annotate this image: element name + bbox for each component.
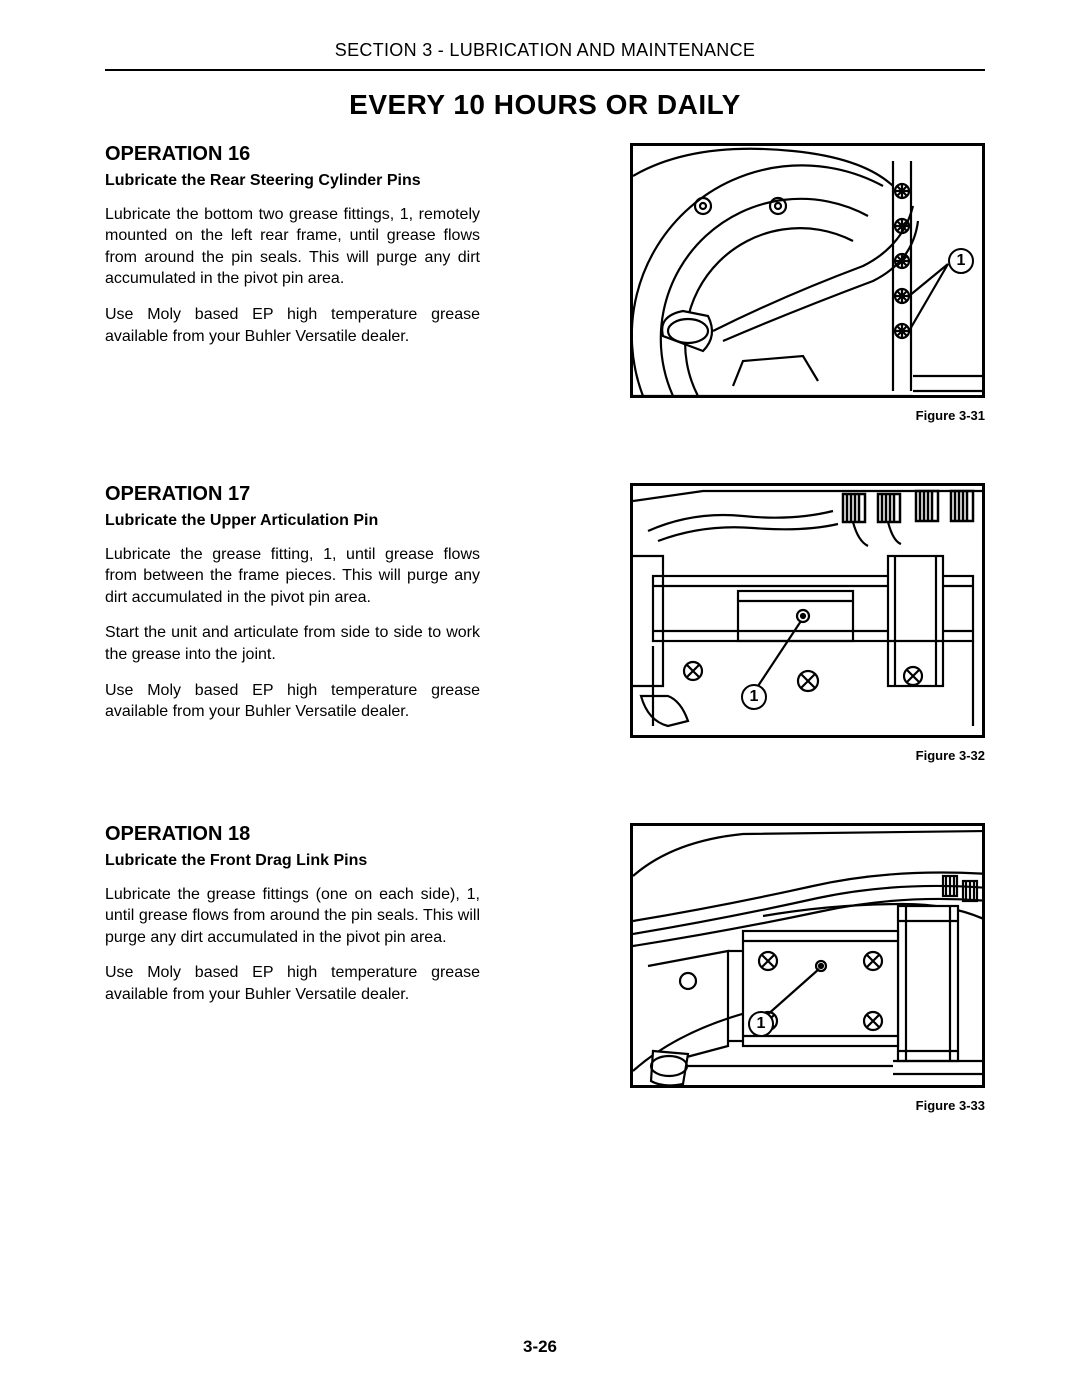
paragraph: Use Moly based EP high temperature greas…: [105, 304, 480, 347]
figure-3-33: 1: [630, 823, 985, 1088]
paragraph: Lubricate the grease fittings (one on ea…: [105, 884, 480, 949]
op-heading: OPERATION 17: [105, 483, 480, 506]
paragraph: Use Moly based EP high temperature greas…: [105, 962, 480, 1005]
section-header: SECTION 3 - LUBRICATION AND MAINTENANCE: [105, 40, 985, 71]
callout-1: 1: [748, 1011, 774, 1037]
operation-block-18: OPERATION 18 Lubricate the Front Drag Li…: [105, 823, 985, 1113]
callout-1: 1: [948, 248, 974, 274]
figure-caption: Figure 3-33: [630, 1098, 985, 1113]
paragraph: Start the unit and articulate from side …: [105, 622, 480, 665]
page-title: EVERY 10 HOURS OR DAILY: [105, 89, 985, 121]
operation-block-17: OPERATION 17 Lubricate the Upper Articul…: [105, 483, 985, 763]
op-heading: OPERATION 16: [105, 143, 480, 166]
figure-3-32: 1: [630, 483, 985, 738]
op-subheading: Lubricate the Rear Steering Cylinder Pin…: [105, 170, 480, 192]
op-subheading: Lubricate the Front Drag Link Pins: [105, 850, 480, 872]
paragraph: Use Moly based EP high temperature greas…: [105, 680, 480, 723]
figure-caption: Figure 3-32: [630, 748, 985, 763]
callout-1: 1: [741, 684, 767, 710]
operation-block-16: OPERATION 16 Lubricate the Rear Steering…: [105, 143, 985, 423]
paragraph: Lubricate the bottom two grease fittings…: [105, 204, 480, 290]
figure-caption: Figure 3-31: [630, 408, 985, 423]
op-subheading: Lubricate the Upper Articulation Pin: [105, 510, 480, 532]
paragraph: Lubricate the grease fitting, 1, until g…: [105, 544, 480, 609]
figure-3-31: 1: [630, 143, 985, 398]
page-number: 3-26: [0, 1337, 1080, 1357]
op-heading: OPERATION 18: [105, 823, 480, 846]
